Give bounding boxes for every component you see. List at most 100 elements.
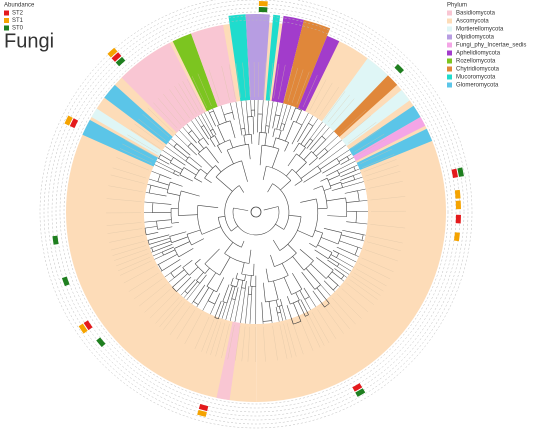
branch	[249, 294, 252, 324]
branch	[163, 249, 176, 256]
branch	[288, 215, 302, 217]
branch	[346, 200, 360, 203]
tip-guide	[109, 235, 144, 243]
abundance-bar	[258, 1, 268, 7]
branch	[284, 105, 292, 125]
branch	[327, 139, 342, 152]
branch	[170, 265, 182, 274]
tip-guide	[351, 128, 381, 149]
branch	[312, 290, 325, 308]
dashed-ring	[43, 0, 469, 425]
tip-guide	[123, 266, 155, 284]
branch	[271, 148, 280, 168]
branch	[214, 300, 222, 318]
branch	[312, 198, 319, 238]
tip-guide	[210, 321, 222, 355]
branch	[299, 290, 306, 300]
branch	[200, 168, 208, 175]
tip-guide	[120, 148, 152, 164]
tip-guide	[354, 133, 385, 153]
branch	[323, 227, 342, 233]
tip-guide	[292, 321, 304, 355]
branch	[293, 302, 302, 322]
branch	[337, 160, 356, 171]
branch	[283, 277, 292, 295]
branch	[310, 263, 327, 279]
branch	[303, 287, 310, 297]
branch	[222, 284, 230, 302]
phylum-sector	[172, 33, 218, 112]
branch	[331, 187, 343, 191]
tip-guide	[351, 275, 381, 296]
tip-guide	[317, 309, 337, 339]
branch	[247, 116, 250, 135]
phylum-sector	[271, 15, 304, 104]
tree-bg	[144, 100, 368, 324]
branch	[158, 158, 170, 165]
branch	[194, 168, 201, 179]
abundance-bar	[107, 47, 118, 58]
tip-guide	[370, 196, 406, 201]
branch	[205, 146, 219, 164]
tip-guide	[108, 185, 143, 192]
legend-swatch	[447, 58, 452, 64]
tip-guide	[368, 181, 403, 189]
branch	[203, 137, 209, 146]
branch	[341, 275, 345, 280]
branch	[338, 263, 352, 272]
branch	[202, 300, 209, 311]
branch	[179, 174, 193, 182]
legend-swatch	[447, 26, 452, 32]
branch	[180, 290, 185, 296]
branch	[146, 231, 159, 236]
tip-guide	[227, 324, 235, 360]
branch	[342, 181, 364, 188]
branch	[332, 250, 339, 254]
branch	[261, 302, 264, 322]
branch	[197, 115, 205, 126]
branch	[176, 143, 191, 156]
branch	[276, 115, 281, 130]
tip-guide	[299, 318, 314, 351]
branch	[171, 221, 179, 224]
tip-guide	[263, 62, 266, 98]
branch	[318, 151, 328, 160]
branch	[309, 243, 317, 248]
branch	[170, 272, 175, 278]
branch	[200, 114, 211, 131]
tip-guide	[283, 323, 293, 358]
branch	[175, 134, 189, 147]
branch	[304, 138, 311, 147]
branch	[309, 135, 323, 151]
branch	[152, 251, 163, 257]
branch	[233, 207, 249, 211]
branch	[210, 130, 214, 137]
branch	[322, 162, 340, 174]
tip-guide	[268, 62, 274, 98]
abundance-bar	[111, 52, 122, 62]
branch	[212, 108, 214, 112]
branch	[323, 280, 334, 291]
branch	[357, 188, 366, 191]
branch	[154, 254, 164, 260]
branch	[294, 180, 303, 186]
tip-guide	[106, 222, 142, 226]
branch	[214, 135, 220, 145]
phylum-sector	[352, 117, 426, 162]
branch	[241, 280, 244, 288]
branch	[168, 142, 175, 148]
branch	[280, 180, 292, 191]
branch	[149, 192, 167, 197]
branch	[200, 127, 210, 140]
branch	[258, 132, 260, 146]
tip-guide	[144, 288, 171, 313]
branch	[197, 287, 210, 305]
branch	[170, 162, 183, 171]
branch	[263, 282, 266, 302]
branch	[203, 125, 212, 138]
abundance-bar	[352, 383, 363, 392]
branch	[295, 162, 307, 173]
branch	[147, 184, 151, 186]
branch	[221, 302, 228, 319]
tip-guide	[176, 309, 196, 340]
